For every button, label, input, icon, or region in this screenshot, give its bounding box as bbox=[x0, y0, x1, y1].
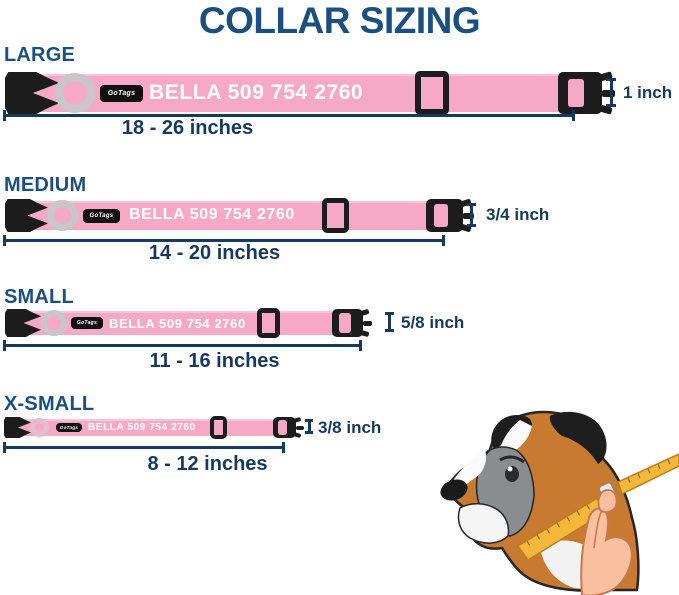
buckle-male-icon bbox=[558, 71, 615, 115]
size-name-label: X-SMALL bbox=[4, 393, 95, 415]
tri-glide-slider-icon bbox=[322, 198, 349, 233]
width-bracket-icon bbox=[385, 312, 394, 332]
length-range-label: 14 - 20 inches bbox=[148, 242, 281, 264]
brand-tag-label: GoTags bbox=[59, 425, 79, 430]
brand-tag-label: GoTags bbox=[76, 320, 98, 326]
width-bracket-icon bbox=[467, 203, 476, 227]
width-label: 1 inch bbox=[623, 83, 673, 102]
brand-tag: GoTags bbox=[83, 209, 120, 223]
brand-tag: GoTags bbox=[71, 317, 103, 329]
buckle-prong-middle bbox=[363, 320, 372, 326]
tri-glide-slider-icon bbox=[415, 71, 449, 115]
collar-graphic: GoTags BELLA 509 754 2760 bbox=[5, 198, 474, 233]
collar-graphic: GoTags BELLA 509 754 2760 bbox=[4, 416, 304, 439]
personalized-collar-text: BELLA 509 754 2760 bbox=[149, 81, 364, 104]
buckle-prong-bottom bbox=[292, 432, 302, 439]
buckle-prong-top bbox=[292, 416, 302, 423]
tri-glide-slider-icon bbox=[257, 308, 280, 338]
brand-tag-label: GoTags bbox=[107, 90, 136, 97]
length-range-label: 8 - 12 inches bbox=[147, 453, 268, 475]
page-title: COLLAR SIZING bbox=[198, 0, 481, 41]
tri-glide-slider-icon bbox=[210, 416, 227, 439]
buckle-prong-middle bbox=[296, 425, 304, 430]
brand-tag: GoTags bbox=[100, 85, 143, 102]
buckle-slot bbox=[278, 420, 287, 435]
width-bracket-icon bbox=[606, 78, 616, 107]
size-name-label: MEDIUM bbox=[4, 174, 87, 196]
length-measure-line bbox=[3, 340, 362, 351]
personalized-collar-text: BELLA 509 754 2760 bbox=[88, 422, 196, 433]
width-bracket-icon bbox=[305, 419, 313, 434]
d-ring-icon bbox=[47, 200, 78, 231]
d-ring-icon bbox=[30, 418, 49, 437]
brand-tag: GoTags bbox=[56, 423, 82, 432]
d-ring-icon bbox=[41, 310, 67, 336]
collar-strap bbox=[19, 419, 285, 436]
buckle-male-icon bbox=[273, 416, 304, 439]
buckle-female-icon bbox=[4, 417, 31, 438]
dog-neck-measurement-illustration bbox=[440, 410, 679, 595]
width-label: 3/8 inch bbox=[318, 418, 382, 437]
length-measure-line bbox=[3, 235, 445, 246]
length-range-label: 18 - 26 inches bbox=[121, 117, 254, 139]
d-ring-icon bbox=[55, 73, 95, 113]
length-range-label: 11 - 16 inches bbox=[149, 350, 280, 372]
hand-icon bbox=[580, 489, 633, 595]
brand-tag-label: GoTags bbox=[89, 213, 114, 219]
size-name-label: LARGE bbox=[4, 44, 75, 66]
buckle-male-icon bbox=[332, 308, 372, 338]
buckle-slot bbox=[338, 313, 351, 333]
personalized-collar-text: BELLA 509 754 2760 bbox=[109, 316, 246, 331]
buckle-male-icon bbox=[426, 198, 474, 233]
size-name-label: SMALL bbox=[4, 286, 74, 308]
personalized-collar-text: BELLA 509 754 2760 bbox=[129, 206, 295, 223]
buckle-prong-top bbox=[359, 308, 370, 316]
collar-graphic: GoTags BELLA 509 754 2760 bbox=[5, 71, 615, 115]
length-measure-line bbox=[3, 442, 285, 453]
width-label: 3/4 inch bbox=[486, 205, 550, 224]
buckle-prong-bottom bbox=[359, 330, 370, 338]
dog-nose bbox=[440, 479, 468, 501]
length-measure-line bbox=[3, 110, 575, 121]
buckle-slot bbox=[434, 204, 449, 227]
collar-graphic: GoTags BELLA 509 754 2760 bbox=[5, 308, 372, 338]
buckle-slot bbox=[567, 78, 585, 108]
width-label: 5/8 inch bbox=[401, 313, 465, 332]
